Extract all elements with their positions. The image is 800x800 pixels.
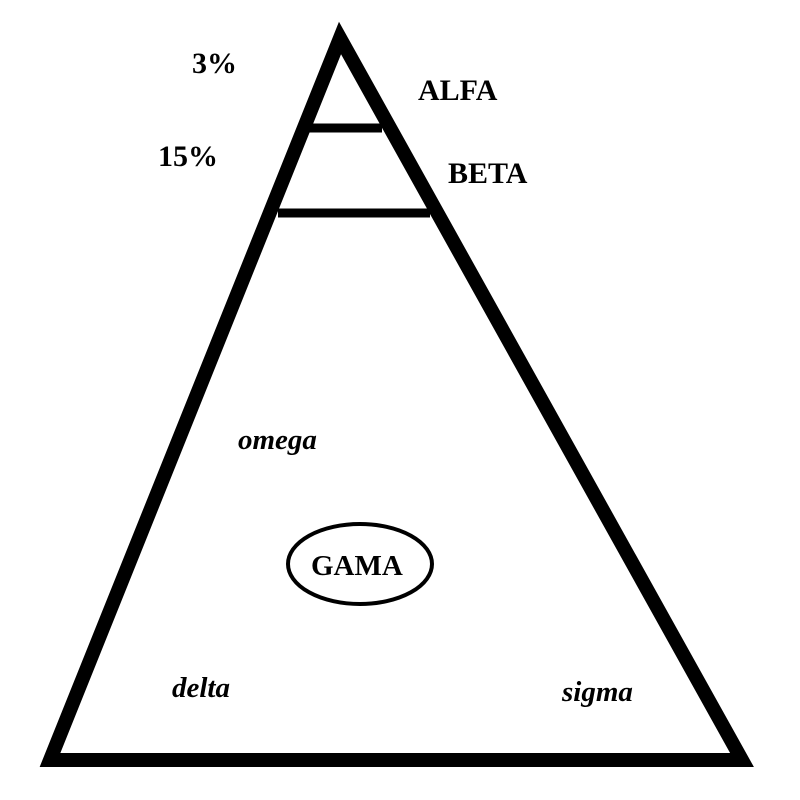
tier-label-sigma: sigma	[562, 676, 633, 709]
tier-label-beta: BETA	[448, 157, 527, 191]
percent-label-top: 3%	[192, 47, 237, 81]
tier-label-gama: GAMA	[311, 550, 403, 583]
tier-label-omega: omega	[238, 424, 317, 457]
pyramid-diagram	[0, 0, 800, 800]
tier-label-alfa: ALFA	[418, 74, 497, 108]
percent-label-mid: 15%	[158, 140, 218, 174]
tier-label-delta: delta	[172, 672, 230, 705]
pyramid-triangle	[50, 38, 742, 760]
